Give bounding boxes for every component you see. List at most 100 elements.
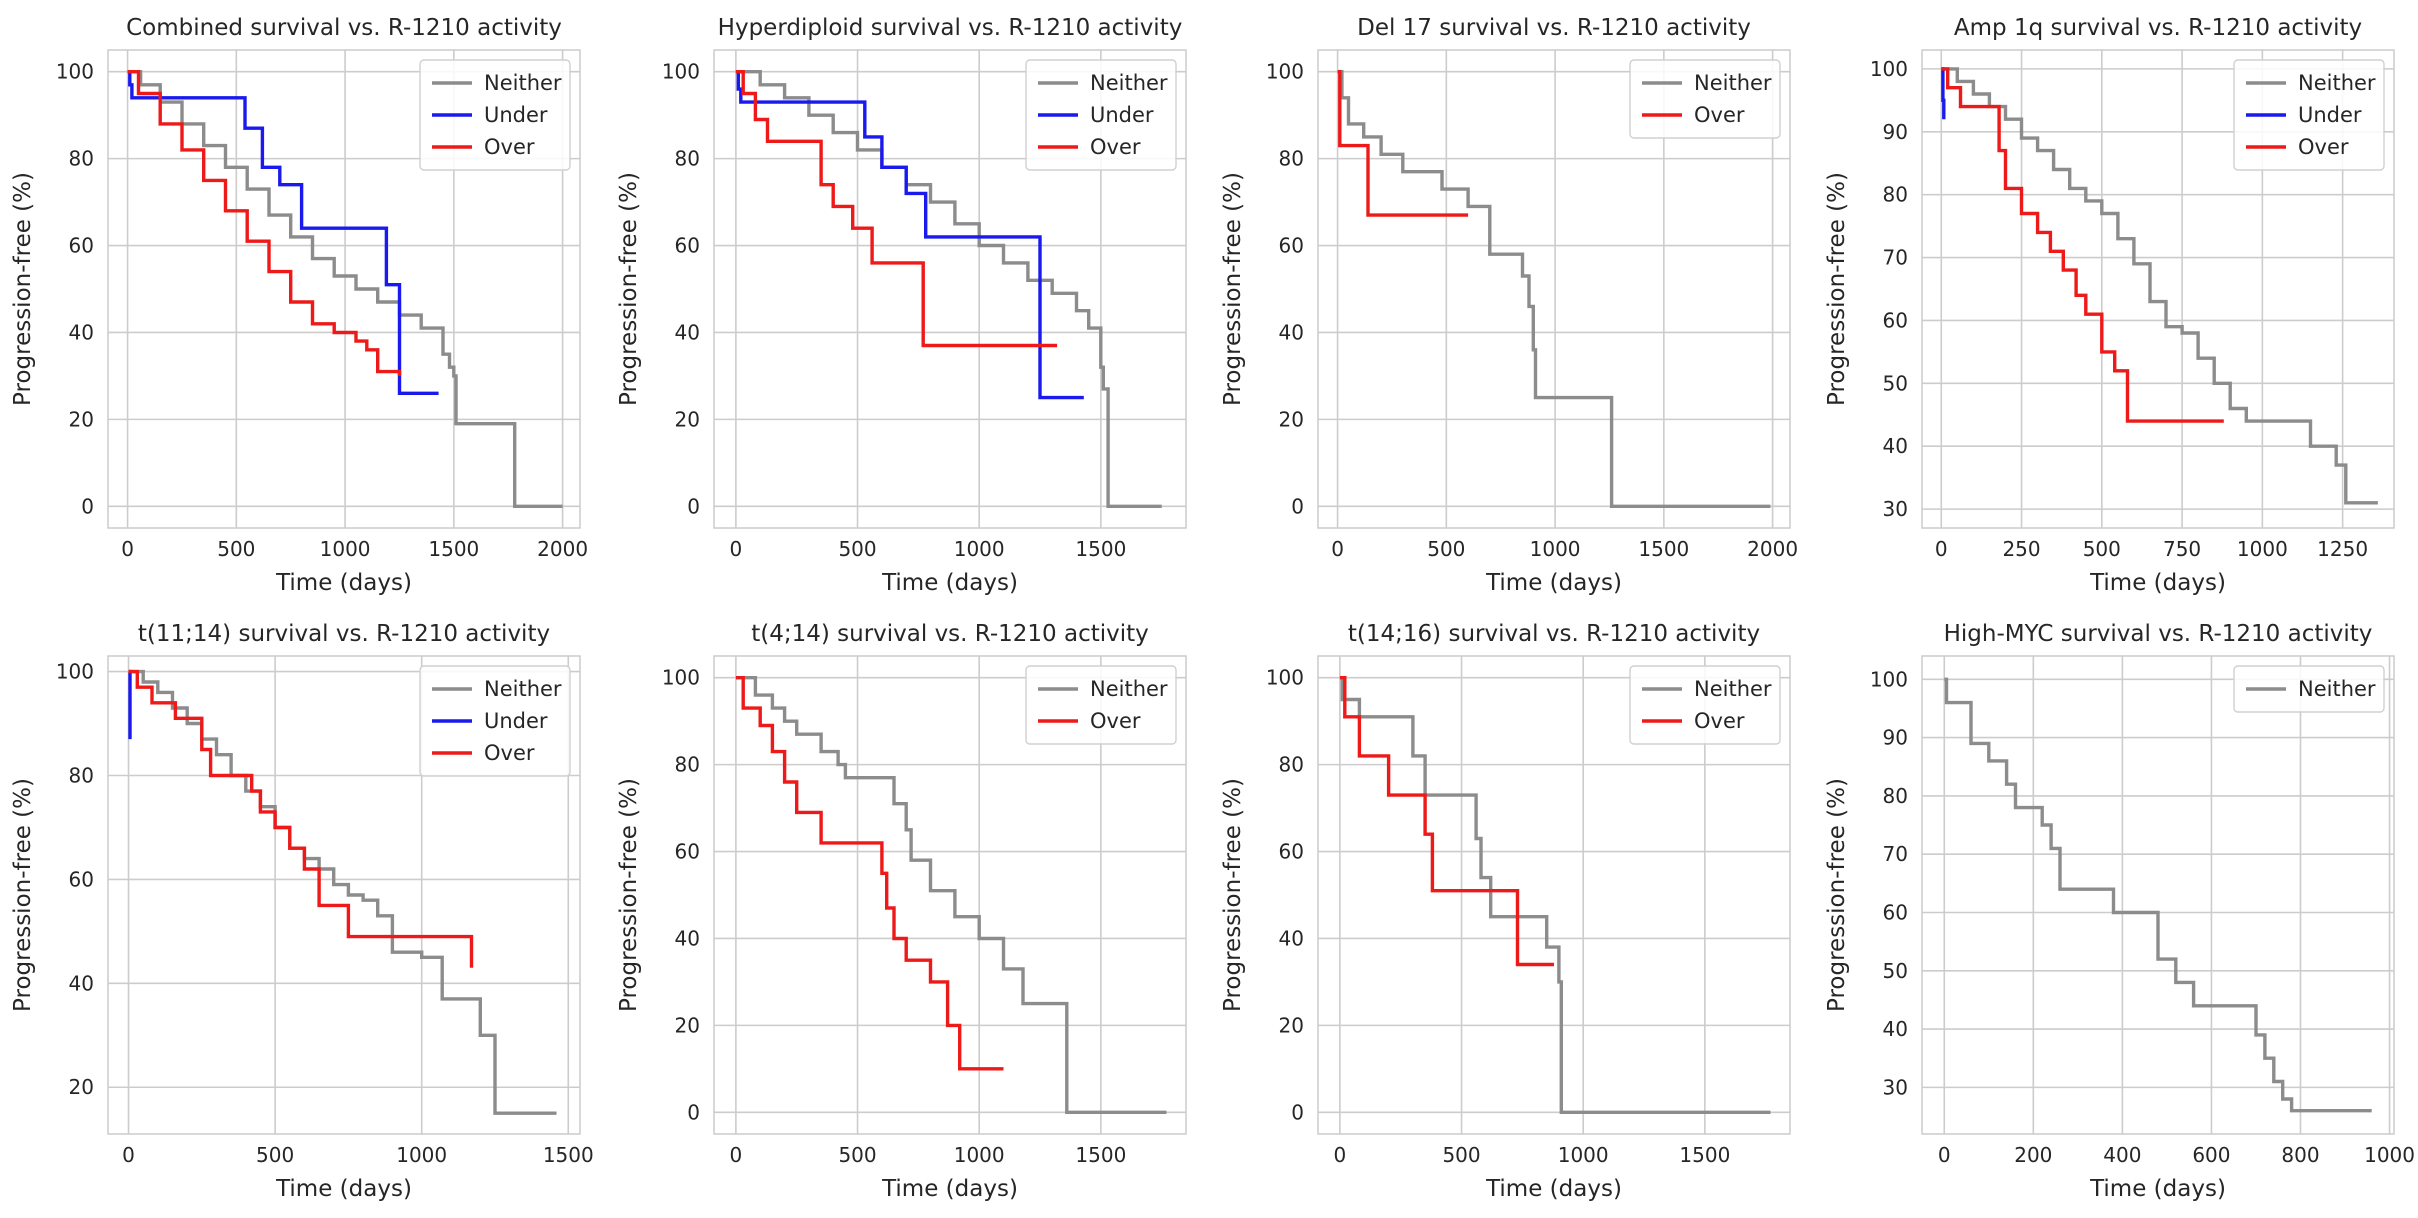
y-tick-label: 80 [69, 764, 94, 788]
x-tick-label: 500 [1442, 1143, 1480, 1167]
x-tick-label: 0 [1331, 537, 1344, 561]
x-tick-label: 1500 [1638, 537, 1689, 561]
y-tick-label: 30 [1883, 497, 1908, 521]
x-tick-label: 1250 [2317, 537, 2368, 561]
chart-panel-5: 0 500 1000 1500 20 40 60 80 100 Neither Under Over t… [10, 621, 594, 1202]
legend-label: Under [484, 709, 548, 733]
series-line-over [735, 676, 1004, 1071]
y-tick-label: 20 [1279, 407, 1304, 431]
x-axis-label: Time (days) [881, 570, 1018, 596]
x-tick-label: 0 [122, 1143, 135, 1167]
legend-label: Over [484, 741, 535, 765]
y-tick-label: 40 [1883, 1017, 1908, 1041]
x-tick-label: 1500 [1679, 1143, 1730, 1167]
chart-title: Combined survival vs. R-1210 activity [126, 15, 562, 41]
x-axis-label: Time (days) [2089, 570, 2226, 596]
y-tick-label: 80 [1279, 753, 1304, 777]
plot-area [1921, 655, 2395, 1135]
y-tick-label: 100 [56, 660, 94, 684]
y-tick-label: 60 [675, 840, 700, 864]
y-tick-label: 60 [1279, 234, 1304, 258]
legend-label: Over [1090, 709, 1141, 733]
x-axis-label: Time (days) [1485, 1176, 1622, 1202]
chart-title: Hyperdiploid survival vs. R-1210 activit… [718, 15, 1183, 41]
x-tick-label: 1000 [320, 537, 371, 561]
x-tick-label: 600 [2192, 1143, 2230, 1167]
y-tick-label: 30 [1883, 1075, 1908, 1099]
legend-label: Over [1694, 103, 1745, 127]
x-tick-label: 400 [2103, 1143, 2141, 1167]
y-tick-label: 60 [1883, 308, 1908, 332]
y-axis-label: Progression-free (%) [10, 172, 36, 406]
chart-title: t(11;14) survival vs. R-1210 activity [138, 621, 550, 647]
y-tick-label: 60 [69, 234, 94, 258]
x-tick-label: 1000 [954, 537, 1005, 561]
x-tick-label: 1000 [2364, 1143, 2415, 1167]
y-tick-label: 90 [1883, 120, 1908, 144]
y-axis-label: Progression-free (%) [10, 778, 36, 1012]
series-line-neither [735, 70, 1162, 508]
legend [1629, 59, 1781, 139]
y-tick-label: 40 [675, 320, 700, 344]
x-tick-label: 0 [1334, 1143, 1347, 1167]
legend [419, 59, 571, 171]
chart-title: High-MYC survival vs. R-1210 activity [1944, 621, 2373, 647]
legend-label: Under [1090, 103, 1154, 127]
y-tick-label: 100 [1870, 667, 1908, 691]
series-line-neither [1337, 70, 1771, 508]
chart-panel-6: 0 500 1000 1500 0 20 40 60 80 100 Neither Over t(4;1… [616, 621, 1187, 1202]
x-tick-label: 800 [2281, 1143, 2319, 1167]
legend-label: Neither [484, 677, 562, 701]
legend-label: Neither [1694, 71, 1772, 95]
legend-label: Under [2298, 103, 2362, 127]
y-tick-label: 80 [1883, 784, 1908, 808]
x-tick-label: 500 [838, 537, 876, 561]
y-tick-label: 40 [1883, 434, 1908, 458]
chart-panel-4: 0 250 500 750 1000 1250 30 40 50 60 70 80 90 100 Neith… [1824, 15, 2395, 596]
chart-title: Del 17 survival vs. R-1210 activity [1357, 15, 1751, 41]
y-tick-label: 80 [675, 147, 700, 171]
x-axis-label: Time (days) [2089, 1176, 2226, 1202]
chart-title: Amp 1q survival vs. R-1210 activity [1954, 15, 2362, 41]
chart-panel-2: 0 500 1000 1500 0 20 40 60 80 100 Neither Under Over… [616, 15, 1187, 596]
x-tick-label: 1000 [954, 1143, 1005, 1167]
legend-label: Over [1694, 709, 1745, 733]
x-tick-label: 1500 [1075, 1143, 1126, 1167]
x-tick-label: 0 [1935, 537, 1948, 561]
y-tick-label: 40 [69, 320, 94, 344]
legend [1629, 665, 1781, 745]
legend [419, 665, 571, 777]
series-line-over [1337, 70, 1469, 217]
series-line-under [735, 70, 1084, 400]
legend-label: Neither [2298, 677, 2376, 701]
y-tick-label: 0 [1291, 1100, 1304, 1124]
x-tick-label: 500 [838, 1143, 876, 1167]
y-axis-label: Progression-free (%) [1824, 778, 1850, 1012]
y-tick-label: 70 [1883, 842, 1908, 866]
y-tick-label: 40 [1279, 320, 1304, 344]
x-tick-label: 200 [2014, 1143, 2052, 1167]
y-tick-label: 60 [675, 234, 700, 258]
y-tick-label: 50 [1883, 959, 1908, 983]
series-line-neither [735, 676, 1167, 1114]
x-tick-label: 1000 [1530, 537, 1581, 561]
chart-panel-8: 0 200 400 600 800 1000 30 40 50 60 70 80 90 100 Neithe… [1824, 621, 2415, 1202]
y-tick-label: 90 [1883, 726, 1908, 750]
legend-label: Under [484, 103, 548, 127]
x-tick-label: 2000 [537, 537, 588, 561]
series-line-under [128, 669, 132, 740]
y-tick-label: 0 [687, 1100, 700, 1124]
y-axis-label: Progression-free (%) [616, 172, 642, 406]
x-tick-label: 2000 [1747, 537, 1798, 561]
y-tick-label: 80 [1279, 147, 1304, 171]
x-tick-label: 0 [1938, 1143, 1951, 1167]
y-tick-label: 80 [1883, 183, 1908, 207]
y-tick-label: 60 [1883, 900, 1908, 924]
y-tick-label: 40 [675, 926, 700, 950]
x-tick-label: 500 [1427, 537, 1465, 561]
series-line-over [735, 70, 1058, 348]
y-tick-label: 0 [687, 494, 700, 518]
legend [1025, 59, 1177, 171]
x-tick-label: 1000 [396, 1143, 447, 1167]
